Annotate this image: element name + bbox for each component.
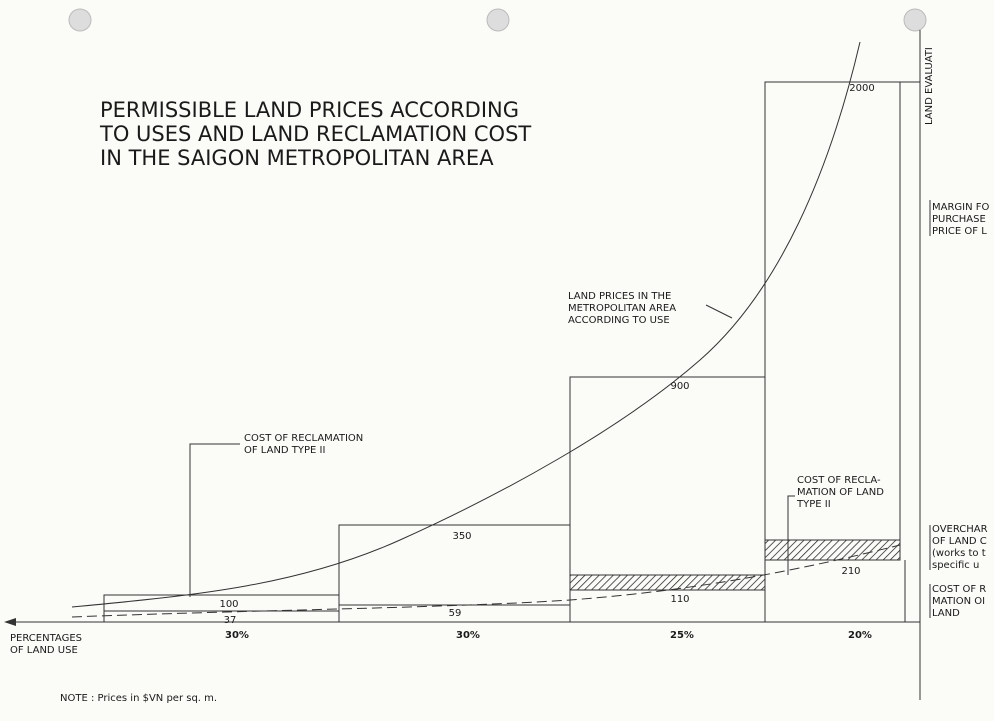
share-label: 30% [456, 630, 480, 641]
leader [787, 495, 795, 575]
annotation: MARGIN FO [932, 202, 990, 213]
cost-label: 110 [670, 594, 689, 605]
annotation: MATION OI [932, 596, 985, 607]
reclamation-band [764, 539, 901, 561]
punch-hole [68, 8, 92, 32]
annotation: ACCORDING TO USE [568, 315, 670, 326]
annotation: OVERCHAR [932, 524, 988, 535]
annotation: LAND [932, 608, 960, 619]
cost-label: 210 [841, 566, 860, 577]
land-price-curve [71, 41, 861, 608]
annotation: COST OF RECLA- [797, 475, 881, 486]
annotation: MATION OF LAND [797, 487, 884, 498]
reclamation-band [569, 574, 766, 591]
annotation: COST OF RECLAMATION [244, 433, 363, 444]
x-axis-label: PERCENTAGES [10, 633, 82, 644]
note: NOTE : Prices in $VN per sq. m. [60, 693, 217, 704]
price-label: 2000 [849, 83, 874, 94]
leader [705, 304, 733, 319]
punch-hole [486, 8, 510, 32]
arrow-head [4, 618, 16, 626]
price-label: 350 [452, 531, 471, 542]
cost-label: 59 [449, 608, 462, 619]
price-box [338, 524, 570, 622]
title-line: PERMISSIBLE LAND PRICES ACCORDING [100, 98, 519, 122]
price-box [569, 376, 765, 622]
annotation: (works to t [932, 548, 986, 559]
annotation: specific u [932, 560, 979, 571]
price-label: 100 [219, 599, 238, 610]
annotation: OF LAND TYPE II [244, 445, 325, 456]
y-axis-label: LAND EVALUATI [924, 47, 935, 125]
leader [189, 443, 240, 597]
cost-label: 37 [224, 615, 237, 626]
price-box [764, 81, 920, 622]
annotation: METROPOLITAN AREA [568, 303, 676, 314]
punch-hole [903, 8, 927, 32]
price-label: 900 [670, 381, 689, 392]
annotation: COST OF R [932, 584, 986, 595]
annotation: OF LAND C [932, 536, 987, 547]
title-line: IN THE SAIGON METROPOLITAN AREA [100, 146, 494, 170]
title-line: TO USES AND LAND RECLAMATION COST [99, 122, 531, 146]
annotation: LAND PRICES IN THE [568, 291, 671, 302]
price-box [103, 594, 339, 622]
share-label: 30% [225, 630, 249, 641]
reclamation-curve [71, 544, 901, 618]
x-axis-label: OF LAND USE [10, 645, 78, 656]
share-label: 20% [848, 630, 872, 641]
share-label: 25% [670, 630, 694, 641]
annotation: TYPE II [796, 499, 831, 510]
annotation: PURCHASE [932, 214, 986, 225]
annotation: PRICE OF L [932, 226, 987, 237]
